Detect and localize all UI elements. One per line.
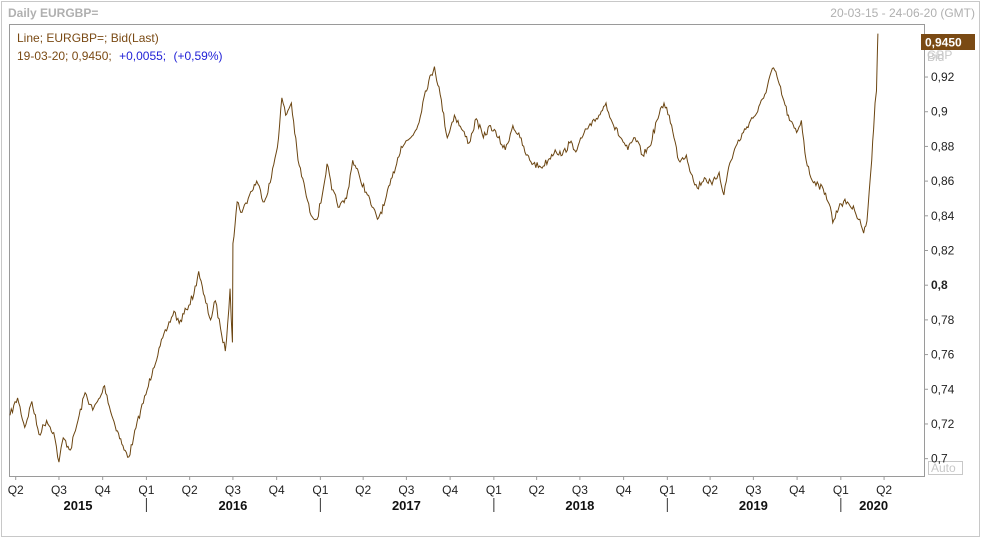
y-tick-label: 0,8 <box>931 278 948 292</box>
x-tick-label: Q4 <box>789 483 805 497</box>
year-label: 2016 <box>218 498 247 513</box>
x-tick-label: Q2 <box>529 483 545 497</box>
x-tick-label: Q2 <box>8 483 24 497</box>
series-line-eurgbp <box>9 33 879 463</box>
x-tick-label: Q1 <box>138 483 154 497</box>
year-label: 2015 <box>64 498 93 513</box>
y-axis: 0,92 0,9 0,88 0,86 0,84 0,82 0,8 0,78 0,76 0,74 0,… <box>924 70 955 466</box>
series-group <box>9 33 879 463</box>
x-tick-label: Q3 <box>225 483 241 497</box>
legend-pct: (+0,59%) <box>173 49 222 63</box>
y-tick-label: 0,9 <box>931 105 948 119</box>
y-tick-label: 0,74 <box>931 382 955 396</box>
x-tick-label: Q3 <box>572 483 588 497</box>
x-axis: Q2 Q3 Q4 Q1 Q2 Q3 Q4 Q1 Q2 Q3 Q4 Q1 Q2 Q3 Q4 Q1 Q2 Q3 Q4 Q1… <box>8 476 892 513</box>
plot-area[interactable] <box>9 24 925 477</box>
y-tick-label: 0,88 <box>931 139 955 153</box>
last-value-text: 0,9450 <box>925 36 962 50</box>
year-label: 2018 <box>565 498 594 513</box>
year-label: 2017 <box>392 498 421 513</box>
x-tick-label: Q1 <box>833 483 849 497</box>
y-tick-label: 0,82 <box>931 244 955 258</box>
legend-date-value: 19-03-20; 0,9450; +0,0055; (+0,59%) <box>17 49 223 63</box>
y-tick-label: 0,7 <box>931 452 948 466</box>
x-tick-label: Q2 <box>702 483 718 497</box>
x-tick-label: Q2 <box>182 483 198 497</box>
y-tick-label: 0,86 <box>931 174 955 188</box>
x-tick-label: Q4 <box>442 483 458 497</box>
x-tick-label: Q4 <box>269 483 285 497</box>
x-tick-label: Q3 <box>398 483 414 497</box>
auto-scale-button[interactable] <box>928 461 963 475</box>
legend-date-value-text: 19-03-20; 0,9450; <box>17 49 112 63</box>
y-tick-label: 0,78 <box>931 313 955 327</box>
x-tick-label: Q1 <box>486 483 502 497</box>
date-range: 20-03-15 - 24-06-20 (GMT) <box>830 6 975 20</box>
x-tick-label: Q3 <box>745 483 761 497</box>
x-tick-label: Q3 <box>51 483 67 497</box>
last-value-badge <box>921 34 975 50</box>
x-tick-label: Q1 <box>659 483 675 497</box>
y-tick-label: 0,72 <box>931 417 955 431</box>
x-tick-label: Q4 <box>95 483 111 497</box>
year-label: 2019 <box>739 498 768 513</box>
currency-label: GBP <box>927 48 952 62</box>
year-label: 2020 <box>859 498 888 513</box>
legend-line1: Line; EURGBP=; Bid(Last) <box>17 31 159 45</box>
x-tick-label: Q4 <box>616 483 632 497</box>
y-tick-label: 0,84 <box>931 209 955 223</box>
legend-change: +0,0055; <box>119 49 166 63</box>
y-tick-label: 0,92 <box>931 70 955 84</box>
x-tick-label: Q2 <box>355 483 371 497</box>
x-tick-label: Q2 <box>876 483 892 497</box>
currency-overlay: Bid <box>927 50 944 64</box>
auto-scale-label: Auto <box>931 461 956 475</box>
y-tick-label: 0,76 <box>931 348 955 362</box>
chart-title: Daily EURGBP= <box>8 6 98 20</box>
x-tick-label: Q1 <box>312 483 328 497</box>
